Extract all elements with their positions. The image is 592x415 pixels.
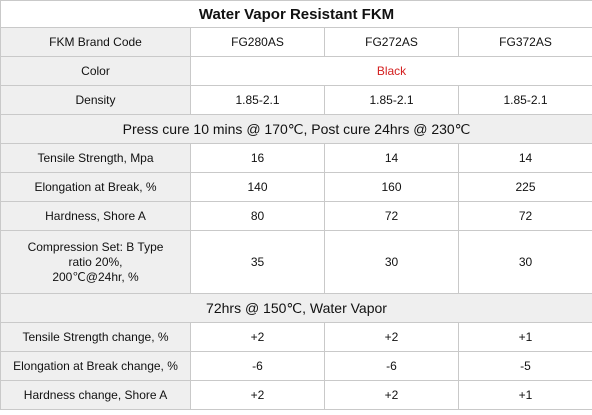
- compression-label-line: ratio 20%,: [68, 254, 123, 269]
- change-value: -5: [457, 351, 592, 381]
- table-title: Water Vapor Resistant FKM: [0, 0, 592, 28]
- property-value: 14: [324, 143, 459, 173]
- table-row: Tensile Strength change, % +2 +2 +1: [0, 322, 592, 352]
- brand-code-cell: FG280AS: [190, 27, 325, 57]
- property-value: 80: [190, 201, 325, 231]
- compression-label: Compression Set: B Type ratio 20%, 200℃@…: [0, 230, 191, 294]
- brand-code-label: FKM Brand Code: [0, 27, 191, 57]
- property-value: 16: [190, 143, 325, 173]
- table-row: Elongation at Break, % 140 160 225: [0, 172, 592, 202]
- change-value: -6: [324, 351, 459, 381]
- change-value: -6: [190, 351, 325, 381]
- density-value: 1.85-2.1: [324, 85, 459, 115]
- property-value: 160: [324, 172, 459, 202]
- brand-code-row: FKM Brand Code FG280AS FG272AS FG372AS: [0, 27, 592, 57]
- table-row: Hardness, Shore A 80 72 72: [0, 201, 592, 231]
- color-value: Black: [189, 56, 592, 86]
- change-label: Hardness change, Shore A: [0, 380, 191, 410]
- property-label: Elongation at Break, %: [0, 172, 191, 202]
- property-value: 72: [457, 201, 592, 231]
- property-value: 14: [457, 143, 592, 173]
- compression-label-line: 200℃@24hr, %: [52, 269, 139, 284]
- change-value: +2: [324, 322, 459, 352]
- change-label: Elongation at Break change, %: [0, 351, 191, 381]
- color-label: Color: [0, 56, 191, 86]
- density-row: Density 1.85-2.1 1.85-2.1 1.85-2.1: [0, 85, 592, 115]
- property-value: 35: [190, 230, 325, 294]
- property-value: 30: [324, 230, 459, 294]
- change-value: +1: [457, 322, 592, 352]
- brand-code-cell: FG372AS: [457, 27, 592, 57]
- density-value: 1.85-2.1: [190, 85, 325, 115]
- table-row: Hardness change, Shore A +2 +2 +1: [0, 380, 592, 410]
- property-label: Tensile Strength, Mpa: [0, 143, 191, 173]
- change-value: +2: [190, 322, 325, 352]
- brand-code-cell: FG272AS: [324, 27, 459, 57]
- table-row: Tensile Strength, Mpa 16 14 14: [0, 143, 592, 173]
- property-label: Hardness, Shore A: [0, 201, 191, 231]
- water-vapor-header: 72hrs @ 150℃, Water Vapor: [0, 293, 592, 323]
- compression-row: Compression Set: B Type ratio 20%, 200℃@…: [0, 230, 592, 294]
- table-row: Elongation at Break change, % -6 -6 -5: [0, 351, 592, 381]
- change-label: Tensile Strength change, %: [0, 322, 191, 352]
- density-value: 1.85-2.1: [457, 85, 592, 115]
- change-value: +2: [190, 380, 325, 410]
- change-value: +2: [324, 380, 459, 410]
- property-value: 72: [324, 201, 459, 231]
- property-value: 225: [457, 172, 592, 202]
- color-row: Color Black: [0, 56, 592, 86]
- change-value: +1: [457, 380, 592, 410]
- property-value: 140: [190, 172, 325, 202]
- property-value: 30: [457, 230, 592, 294]
- cure-condition-header: Press cure 10 mins @ 170℃, Post cure 24h…: [0, 114, 592, 144]
- density-label: Density: [0, 85, 191, 115]
- compression-label-line: Compression Set: B Type: [27, 239, 164, 254]
